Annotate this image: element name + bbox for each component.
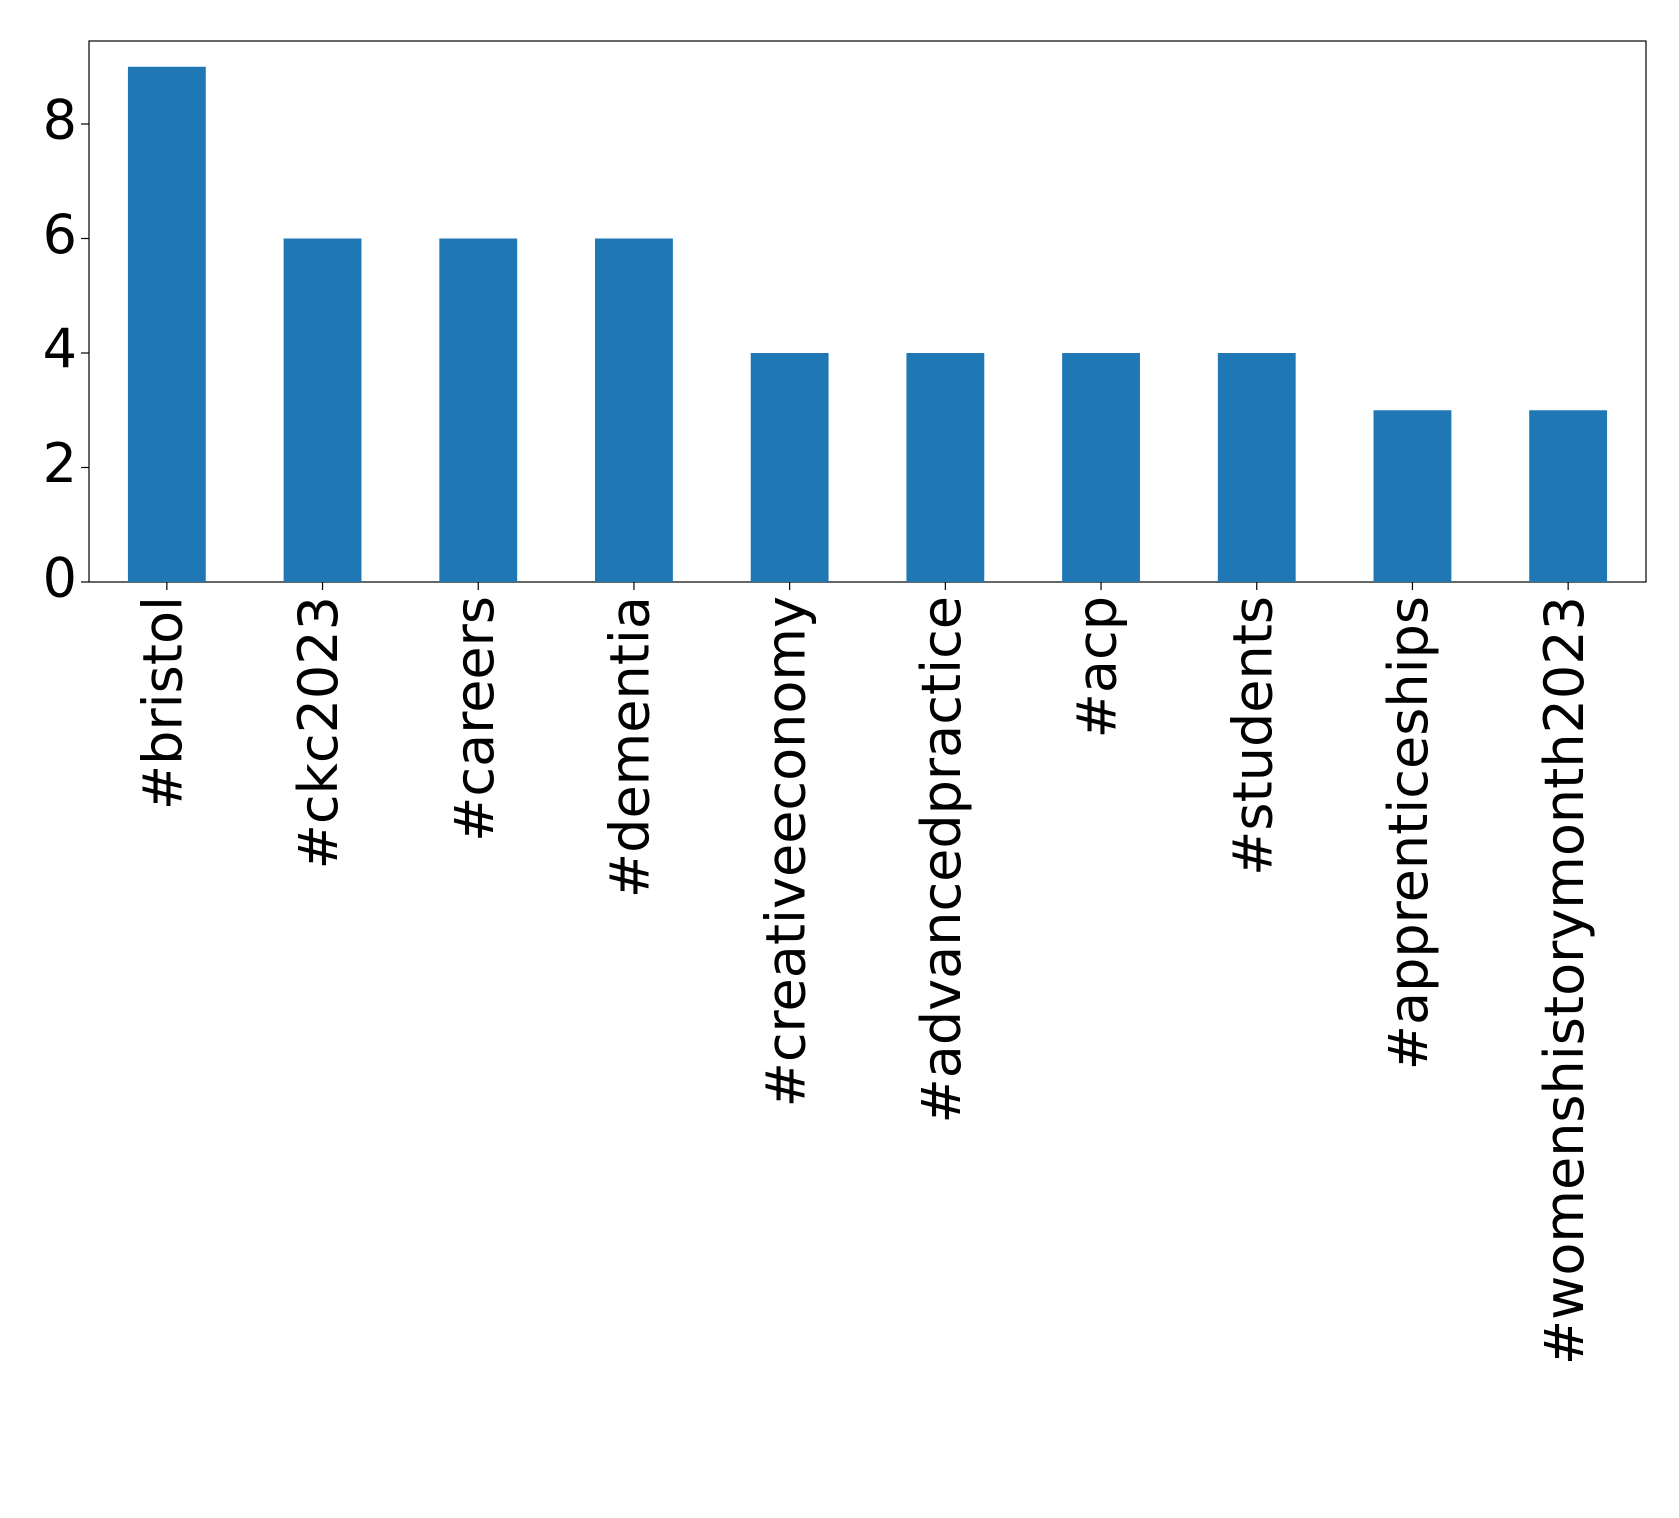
x-tick-label: #ckc2023 [287,596,350,869]
bar [1373,410,1452,582]
bar [1217,353,1296,582]
bar [1529,410,1608,582]
bar [906,353,985,582]
x-tick-label: #womenshistorymonth2023 [1533,596,1596,1365]
y-tick-label: 6 [43,203,77,266]
plot-frame [88,40,1647,583]
y-tick-label: 0 [43,547,77,610]
bar [127,66,206,582]
x-tick-label: #advancedpractice [910,596,973,1123]
x-tick-label: #creativeeconomy [754,596,817,1107]
x-tick-label: #bristol [131,596,194,810]
bar [750,353,829,582]
bar [1062,353,1140,582]
y-tick-label: 4 [43,318,77,381]
y-tick-label: 8 [43,89,77,152]
x-tick-label: #apprenticeships [1377,596,1440,1070]
bar [439,238,518,582]
x-tick-label: #dementia [599,596,662,898]
x-tick-label: #careers [443,596,506,842]
x-tick-label: #acp [1066,596,1129,738]
x-tick-label: #students [1221,596,1284,876]
bar [595,238,673,582]
bar [283,238,362,582]
y-tick-label: 2 [43,432,77,495]
